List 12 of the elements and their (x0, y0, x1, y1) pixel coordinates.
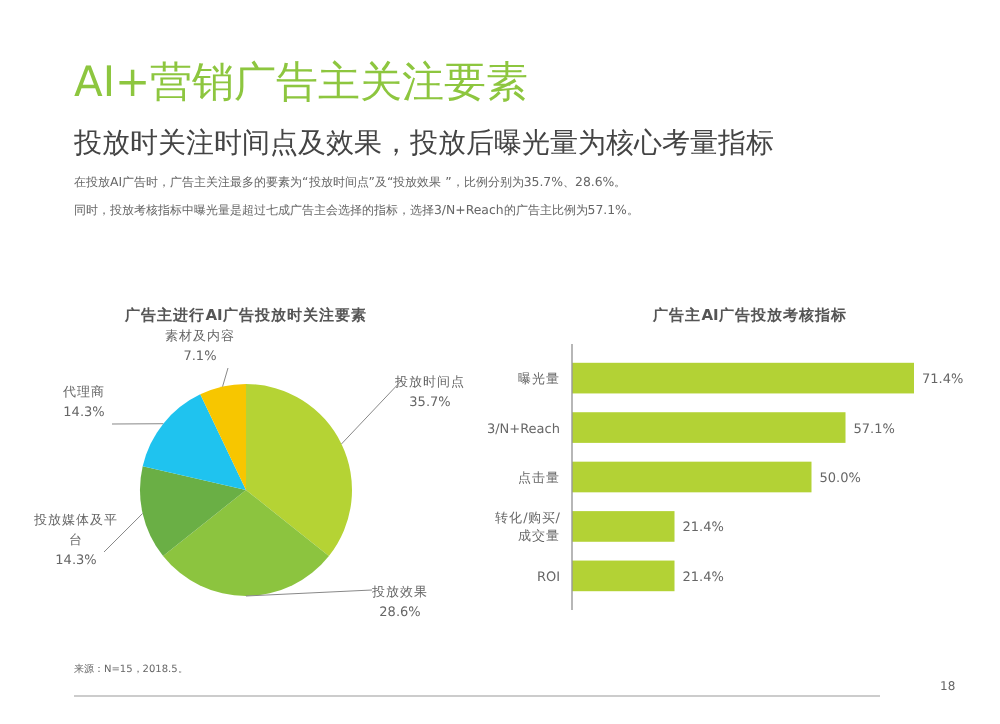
bar (572, 461, 812, 493)
pie-slice (246, 384, 352, 557)
text: 投放时关注时间点及效果，投放后曝光量为核心考量指标 (72, 128, 774, 160)
bar (572, 362, 914, 394)
pie-slice (142, 394, 246, 490)
text: AI+营销广告主关注要素 (74, 58, 529, 106)
pie-slice (140, 466, 246, 557)
pie-slice (163, 490, 329, 596)
bar (572, 412, 846, 443)
bar (572, 511, 675, 542)
pie-slice (200, 384, 246, 490)
bar (572, 560, 675, 592)
